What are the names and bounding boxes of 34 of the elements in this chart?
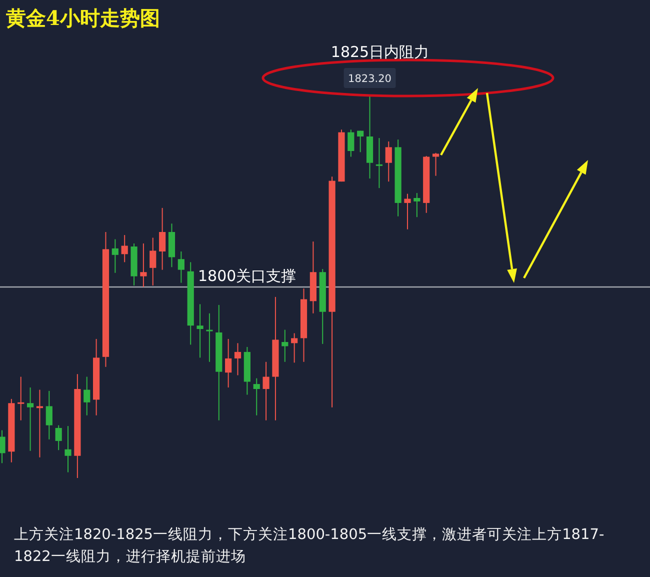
candlestick [385,140,392,182]
candlestick [112,238,118,274]
text: 1823.20 [348,73,392,85]
candlestick [0,430,6,464]
candlestick [36,389,44,458]
candlestick [55,424,62,451]
candlestick [150,237,156,286]
candlestick [121,234,128,263]
candlestick [18,376,24,421]
chart-title: 黄金4小时走势图 [6,5,160,32]
candlestick [64,426,72,473]
candlestick [46,390,52,440]
candlestick [26,386,34,452]
candlestick [376,138,382,189]
candlestick [206,312,213,362]
candlestick [196,304,204,358]
candlestick [414,192,420,218]
candlestick [84,376,90,416]
candlestick [357,130,364,153]
candlestick [404,193,411,230]
candlestick [348,129,354,158]
candlestick [140,242,147,288]
candlestick [178,250,184,284]
text: 1825日内阻力 [330,43,430,61]
candlestick [282,329,288,362]
candlestick [291,332,298,364]
text: 上方关注1820-1825一线阻力，下方关注1800-1805一线支撑，激进者可关注上方1817-1822一线阻力，进行择机提前进场 [14,526,606,567]
candlestick [432,152,440,176]
candlestick [253,378,260,416]
candlestick [225,338,232,388]
candlestick [262,361,270,421]
candlestick [159,207,166,270]
candlestick [234,342,242,376]
ref-line-label: 1800关口支撑 [198,267,296,285]
